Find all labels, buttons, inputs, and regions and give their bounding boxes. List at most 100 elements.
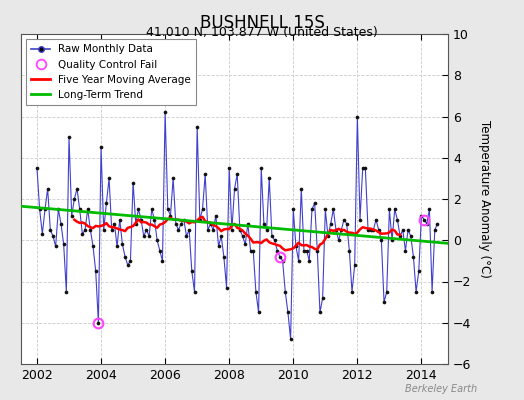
Point: [118, 241, 127, 248]
Point: [49, 233, 57, 239]
Point: [260, 220, 268, 227]
Point: [337, 227, 345, 233]
Point: [412, 289, 420, 295]
Point: [281, 289, 289, 295]
Point: [340, 216, 348, 223]
Point: [294, 258, 303, 264]
Point: [329, 206, 337, 212]
Point: [174, 227, 183, 233]
Point: [369, 227, 378, 233]
Point: [263, 227, 271, 233]
Point: [393, 216, 401, 223]
Point: [41, 206, 49, 212]
Point: [428, 289, 436, 295]
Point: [129, 179, 137, 186]
Point: [89, 243, 97, 250]
Point: [169, 175, 177, 182]
Point: [204, 227, 212, 233]
Point: [388, 237, 396, 244]
Point: [244, 220, 252, 227]
Point: [107, 227, 116, 233]
Point: [177, 220, 185, 227]
Point: [110, 220, 118, 227]
Point: [150, 216, 159, 223]
Point: [238, 233, 247, 239]
Point: [401, 247, 410, 254]
Point: [57, 220, 65, 227]
Point: [377, 237, 386, 244]
Legend: Raw Monthly Data, Quality Control Fail, Five Year Moving Average, Long-Term Tren: Raw Monthly Data, Quality Control Fail, …: [26, 39, 196, 105]
Point: [75, 206, 84, 212]
Point: [54, 206, 62, 212]
Point: [289, 206, 298, 212]
Point: [287, 336, 295, 342]
Point: [276, 254, 284, 260]
Point: [137, 216, 145, 223]
Point: [227, 227, 236, 233]
Point: [283, 309, 292, 316]
Point: [100, 227, 108, 233]
Point: [38, 231, 47, 237]
Point: [33, 165, 41, 171]
Point: [236, 227, 244, 233]
Point: [201, 171, 210, 178]
Point: [231, 186, 239, 192]
Point: [94, 320, 103, 326]
Point: [297, 186, 305, 192]
Point: [246, 247, 255, 254]
Point: [145, 233, 154, 239]
Point: [220, 254, 228, 260]
Point: [302, 247, 311, 254]
Point: [195, 216, 204, 223]
Point: [83, 206, 92, 212]
Point: [366, 227, 375, 233]
Point: [321, 206, 330, 212]
Point: [36, 206, 44, 212]
Point: [270, 237, 279, 244]
Point: [319, 295, 327, 301]
Point: [113, 243, 121, 250]
Point: [43, 186, 52, 192]
Point: [166, 212, 174, 219]
Point: [139, 233, 148, 239]
Point: [121, 254, 129, 260]
Point: [254, 309, 263, 316]
Point: [356, 216, 364, 223]
Point: [188, 268, 196, 274]
Point: [343, 220, 351, 227]
Point: [364, 227, 372, 233]
Point: [316, 309, 324, 316]
Point: [105, 175, 113, 182]
Point: [180, 216, 188, 223]
Point: [383, 289, 391, 295]
Point: [153, 237, 161, 244]
Point: [212, 212, 220, 219]
Point: [334, 237, 343, 244]
Point: [214, 243, 223, 250]
Point: [351, 262, 359, 268]
Point: [241, 241, 249, 248]
Point: [148, 206, 156, 212]
Point: [60, 241, 68, 248]
Point: [158, 258, 167, 264]
Point: [407, 233, 415, 239]
Point: [222, 284, 231, 291]
Point: [268, 233, 276, 239]
Point: [252, 289, 260, 295]
Point: [300, 247, 308, 254]
Point: [417, 212, 425, 219]
Point: [81, 227, 89, 233]
Point: [375, 227, 383, 233]
Point: [358, 165, 367, 171]
Point: [51, 243, 60, 250]
Point: [102, 200, 111, 206]
Point: [206, 220, 215, 227]
Point: [332, 227, 340, 233]
Point: [433, 220, 442, 227]
Point: [78, 231, 86, 237]
Point: [163, 206, 172, 212]
Point: [265, 175, 274, 182]
Point: [313, 247, 322, 254]
Point: [292, 243, 300, 250]
Point: [225, 165, 233, 171]
